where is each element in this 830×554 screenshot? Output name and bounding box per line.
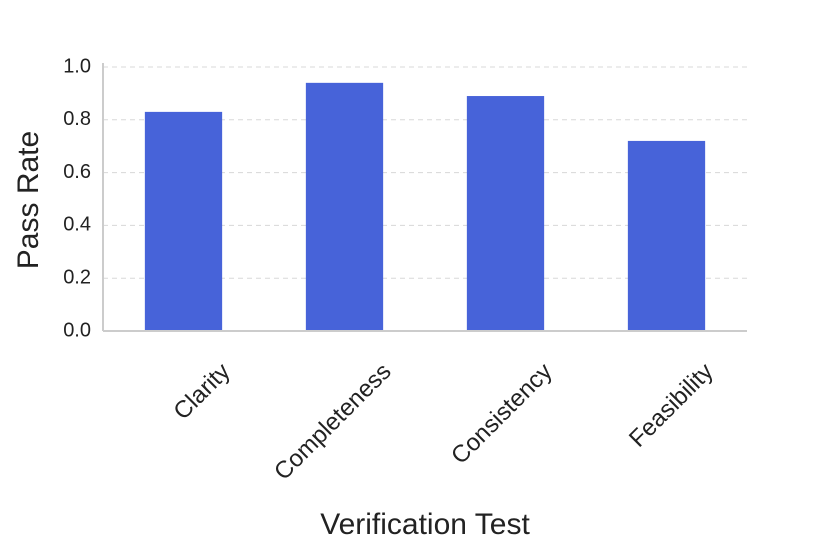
y-tick-label: 1.0	[63, 55, 91, 77]
x-tick-label: Feasibility	[624, 358, 719, 453]
bar	[627, 140, 706, 331]
y-tick-label: 0.0	[63, 319, 91, 341]
y-tick-label: 0.6	[63, 161, 91, 183]
bar	[305, 82, 384, 331]
y-tick-label: 0.8	[63, 108, 91, 130]
bar	[466, 96, 545, 331]
x-tick-label: Completeness	[269, 358, 397, 486]
x-axis-label: Verification Test	[320, 508, 530, 541]
y-tick-label: 0.4	[63, 214, 91, 236]
y-axis-label: Pass Rate	[12, 131, 45, 269]
y-tick-label: 0.2	[63, 266, 91, 288]
x-tick-label: Clarity	[168, 358, 235, 425]
x-tick-label: Consistency	[446, 358, 558, 470]
bar	[144, 111, 223, 331]
